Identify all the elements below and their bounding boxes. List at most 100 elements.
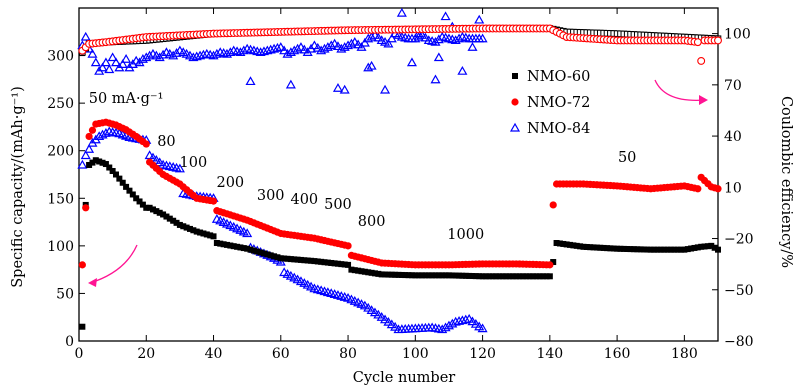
capacity-point-nmo-60 — [456, 272, 463, 279]
capacity-point-nmo-60 — [361, 268, 368, 275]
capacity-point-nmo-60 — [698, 243, 705, 250]
capacity-point-nmo-84 — [467, 316, 478, 326]
efficiency-point-nmo-84 — [285, 79, 296, 89]
capacity-point-nmo-60 — [429, 272, 436, 279]
capacity-point-nmo-60 — [654, 246, 661, 253]
capacity-point-nmo-60 — [264, 251, 271, 258]
capacity-point-nmo-84 — [464, 313, 475, 323]
efficiency-point-nmo-84 — [430, 74, 441, 84]
y-left-tick-label: 150 — [47, 191, 74, 207]
x-tick-label: 40 — [205, 346, 223, 362]
capacity-point-nmo-60 — [691, 244, 698, 251]
arrow-to-left-axis-head — [88, 278, 97, 287]
capacity-point-nmo-60 — [304, 257, 311, 264]
capacity-point-nmo-60 — [213, 240, 220, 247]
efficiency-point-nmo-84 — [137, 54, 148, 63]
efficiency-point-nmo-84 — [332, 83, 343, 92]
efficiency-point-nmo-84 — [326, 40, 337, 50]
capacity-point-nmo-60 — [405, 272, 412, 279]
capacity-point-nmo-60 — [496, 273, 503, 280]
capacity-point-nmo-60 — [415, 272, 422, 279]
y-right-axis-title: Coulombic efficiency/% — [778, 96, 794, 268]
capacity-point-nmo-60 — [708, 242, 715, 249]
efficiency-point-nmo-84 — [107, 52, 118, 62]
capacity-point-nmo-60 — [382, 271, 389, 278]
efficiency-point-nmo-84 — [225, 47, 236, 57]
capacity-point-nmo-72 — [78, 261, 86, 269]
capacity-point-nmo-60 — [126, 187, 133, 194]
capacity-point-nmo-60 — [207, 232, 214, 239]
capacity-point-nmo-60 — [704, 243, 711, 250]
capacity-point-nmo-60 — [223, 241, 230, 248]
efficiency-point-nmo-84 — [329, 38, 340, 48]
capacity-point-nmo-60 — [563, 241, 570, 248]
efficiency-point-nmo-84 — [312, 42, 323, 52]
y-right-tick-label: 10 — [724, 180, 742, 196]
efficiency-point-nmo-84 — [346, 38, 357, 48]
efficiency-point-nmo-84 — [104, 64, 115, 74]
capacity-point-nmo-72 — [209, 197, 218, 205]
capacity-point-nmo-60 — [526, 273, 533, 280]
capacity-point-nmo-60 — [324, 259, 331, 266]
capacity-point-nmo-60 — [624, 245, 631, 252]
capacity-point-nmo-60 — [715, 246, 721, 253]
efficiency-point-nmo-84 — [110, 57, 122, 67]
capacity-point-nmo-60 — [267, 252, 274, 259]
capacity-point-nmo-60 — [220, 241, 227, 248]
capacity-point-nmo-60 — [284, 255, 291, 262]
y-left-tick-label: 100 — [47, 239, 74, 255]
efficiency-point-nmo-84 — [171, 48, 182, 57]
capacity-point-nmo-60 — [664, 246, 671, 253]
capacity-point-nmo-60 — [385, 271, 392, 278]
capacity-point-nmo-60 — [112, 171, 119, 178]
y-left-tick-label: 250 — [47, 96, 74, 112]
capacity-point-nmo-60 — [318, 258, 325, 265]
capacity-point-nmo-60 — [570, 242, 577, 249]
efficiency-point-nmo-84 — [396, 7, 407, 17]
capacity-point-nmo-60 — [146, 204, 153, 211]
capacity-point-nmo-60 — [536, 273, 543, 280]
capacity-point-nmo-60 — [331, 260, 338, 267]
y-right-tick-label: −20 — [724, 232, 754, 248]
efficiency-point-nmo-84 — [322, 42, 333, 51]
efficiency-point-nmo-84 — [349, 36, 360, 46]
capacity-point-nmo-60 — [341, 261, 348, 268]
capacity-point-nmo-60 — [657, 246, 664, 253]
axes: 0 20 40 60 80 100 120 140 160 180 0 50 100 150 200 250 3… — [47, 7, 754, 362]
capacity-point-nmo-60 — [402, 272, 409, 279]
capacity-point-nmo-60 — [445, 272, 452, 279]
capacity-point-nmo-60 — [358, 268, 365, 275]
capacity-point-nmo-60 — [116, 175, 123, 182]
efficiency-point-nmo-84 — [356, 42, 367, 51]
x-tick-label: 0 — [75, 346, 84, 362]
capacity-point-nmo-60 — [647, 246, 654, 253]
plot-frame — [78, 7, 719, 342]
capacity-point-nmo-60 — [109, 168, 116, 175]
capacity-point-nmo-60 — [257, 249, 264, 256]
efficiency-point-nmo-84 — [198, 49, 209, 59]
capacity-point-nmo-60 — [200, 230, 207, 237]
capacity-point-nmo-60 — [459, 272, 466, 279]
capacity-point-nmo-60 — [203, 231, 210, 238]
capacity-point-nmo-84 — [383, 316, 394, 326]
capacity-point-nmo-60 — [452, 272, 459, 279]
capacity-point-nmo-60 — [425, 272, 432, 279]
capacity-point-nmo-72 — [142, 140, 150, 148]
efficiency-point-nmo-84 — [285, 47, 296, 57]
rate-label: 800 — [358, 214, 386, 230]
efficiency-point-nmo-84 — [420, 32, 431, 42]
rate-label: 1000 — [447, 227, 484, 243]
capacity-point-nmo-60 — [667, 246, 674, 253]
arrow-to-right-axis-head — [699, 95, 708, 105]
capacity-point-nmo-60 — [701, 243, 708, 250]
efficiency-point-nmo-84 — [366, 60, 377, 70]
efficiency-point-nmo-84 — [353, 39, 364, 49]
capacity-point-nmo-60 — [129, 191, 136, 198]
efficiency-point-nmo-84 — [359, 37, 370, 47]
efficiency-point-nmo-84 — [433, 34, 444, 44]
capacity-point-nmo-60 — [314, 258, 321, 265]
capacity-point-nmo-84 — [97, 129, 108, 139]
capacity-point-nmo-84 — [457, 315, 468, 325]
capacity-point-nmo-84 — [380, 314, 391, 324]
